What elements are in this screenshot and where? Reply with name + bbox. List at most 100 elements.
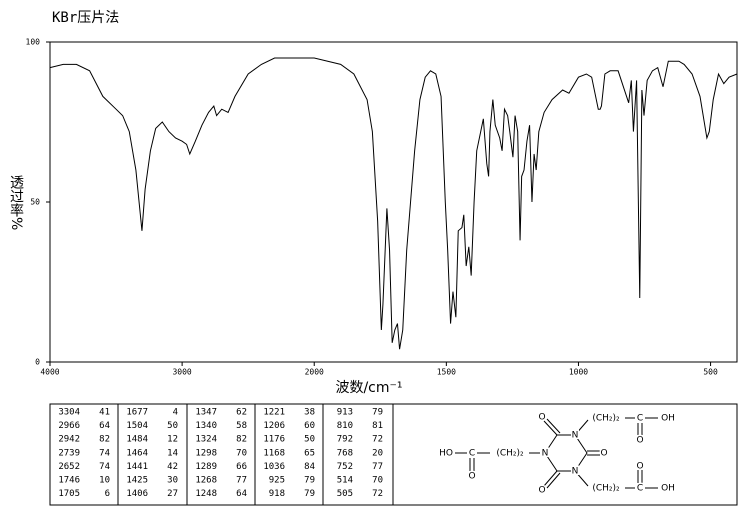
peak-transmittance: 84 <box>304 462 315 472</box>
peak-wavenumber: 505 <box>337 489 353 499</box>
structure-label: N <box>572 431 579 441</box>
peak-wavenumber: 1340 <box>195 421 217 431</box>
spectrum-line <box>49 57 738 350</box>
peak-transmittance: 81 <box>372 421 383 431</box>
peak-wavenumber: 1289 <box>195 462 217 472</box>
peak-transmittance: 82 <box>236 435 247 445</box>
peak-wavenumber: 1705 <box>58 489 80 499</box>
peak-wavenumber: 1746 <box>58 476 80 486</box>
peak-transmittance: 38 <box>304 408 315 418</box>
structure-label: N <box>542 449 549 459</box>
peak-transmittance: 66 <box>236 462 247 472</box>
peak-transmittance: 79 <box>304 489 315 499</box>
peak-wavenumber: 810 <box>337 421 353 431</box>
bond <box>543 470 558 487</box>
bond <box>543 420 558 436</box>
peak-wavenumber: 1036 <box>263 462 285 472</box>
peak-transmittance: 65 <box>304 448 315 458</box>
x-tick-label: 4000 <box>40 368 59 377</box>
peak-wavenumber: 925 <box>269 476 285 486</box>
peak-wavenumber: 1248 <box>195 489 217 499</box>
peak-transmittance: 27 <box>167 489 178 499</box>
peak-transmittance: 72 <box>372 435 383 445</box>
x-tick-label: 1000 <box>569 368 588 377</box>
peak-transmittance: 12 <box>167 435 178 445</box>
peak-wavenumber: 1221 <box>263 408 285 418</box>
peak-wavenumber: 913 <box>337 408 353 418</box>
peak-transmittance: 64 <box>236 489 247 499</box>
peak-wavenumber: 1324 <box>195 435 217 445</box>
peak-transmittance: 70 <box>372 476 383 486</box>
peak-wavenumber: 1677 <box>126 408 148 418</box>
peak-transmittance: 58 <box>236 421 247 431</box>
x-tick-label: 2000 <box>305 368 324 377</box>
peak-transmittance: 10 <box>99 476 110 486</box>
peak-transmittance: 77 <box>236 476 247 486</box>
table-separators <box>117 404 394 505</box>
x-axis-label: 波数/cm⁻¹ <box>335 380 402 396</box>
peak-wavenumber: 918 <box>269 489 285 499</box>
plot-frame <box>49 41 738 363</box>
peak-transmittance: 42 <box>167 462 178 472</box>
peak-wavenumber: 1464 <box>126 448 148 458</box>
peak-wavenumber: 3304 <box>58 408 80 418</box>
peak-transmittance: 82 <box>99 435 110 445</box>
peak-transmittance: 14 <box>167 448 178 458</box>
peak-wavenumber: 752 <box>337 462 353 472</box>
peak-wavenumber: 1504 <box>126 421 148 431</box>
y-axis-label: 透过率% <box>8 175 24 230</box>
peak-wavenumber: 2652 <box>58 462 80 472</box>
peak-transmittance: 50 <box>167 421 178 431</box>
peak-transmittance: 77 <box>372 462 383 472</box>
peak-wavenumber: 514 <box>337 476 353 486</box>
bond <box>546 472 561 489</box>
peak-transmittance: 4 <box>173 408 178 418</box>
peak-transmittance: 62 <box>236 408 247 418</box>
structure-label: O <box>636 462 643 472</box>
peak-transmittance: 79 <box>372 408 383 418</box>
x-tick-label: 500 <box>703 368 718 377</box>
structure-label: OH <box>661 414 675 424</box>
peak-wavenumber: 1298 <box>195 448 217 458</box>
structure-bonds <box>455 417 658 489</box>
structure-label: C <box>469 449 475 459</box>
peak-transmittance: 74 <box>99 462 110 472</box>
y-tick-label: 50 <box>30 198 40 207</box>
x-tick-label: 3000 <box>172 368 191 377</box>
structure-label: OH <box>661 484 675 494</box>
peak-wavenumber: 1347 <box>195 408 217 418</box>
peak-wavenumber: 1168 <box>263 448 285 458</box>
peak-transmittance: 74 <box>99 448 110 458</box>
peak-wavenumber: 1406 <box>126 489 148 499</box>
peak-transmittance: 72 <box>372 489 383 499</box>
y-tick-label: 0 <box>35 358 40 367</box>
peak-wavenumber: 1425 <box>126 476 148 486</box>
peak-transmittance: 50 <box>304 435 315 445</box>
structure-label: (CH₂)₂ <box>592 414 620 424</box>
structure-label: HO <box>439 449 453 459</box>
peak-transmittance: 70 <box>236 448 247 458</box>
ring <box>544 434 588 472</box>
y-tick-label: 100 <box>26 38 41 47</box>
x-tick-label: 1500 <box>437 368 456 377</box>
peak-wavenumber: 2966 <box>58 421 80 431</box>
structure-label: O <box>538 486 545 496</box>
peak-wavenumber: 2942 <box>58 435 80 445</box>
structure-label: C <box>637 414 643 424</box>
structure-label: O <box>468 472 475 482</box>
structure-label: (CH₂)₂ <box>592 484 620 494</box>
peak-transmittance: 60 <box>304 421 315 431</box>
peak-transmittance: 41 <box>99 408 110 418</box>
peak-wavenumber: 1206 <box>263 421 285 431</box>
peak-wavenumber: 768 <box>337 448 353 458</box>
peak-transmittance: 64 <box>99 421 110 431</box>
peak-wavenumber: 1441 <box>126 462 148 472</box>
peak-wavenumber: 792 <box>337 435 353 445</box>
structure-label: N <box>572 467 579 477</box>
peak-transmittance: 30 <box>167 476 178 486</box>
peak-transmittance: 6 <box>105 489 110 499</box>
structure-label: C <box>637 484 643 494</box>
peak-wavenumber: 1484 <box>126 435 148 445</box>
chart-title: KBr压片法 <box>52 10 119 26</box>
